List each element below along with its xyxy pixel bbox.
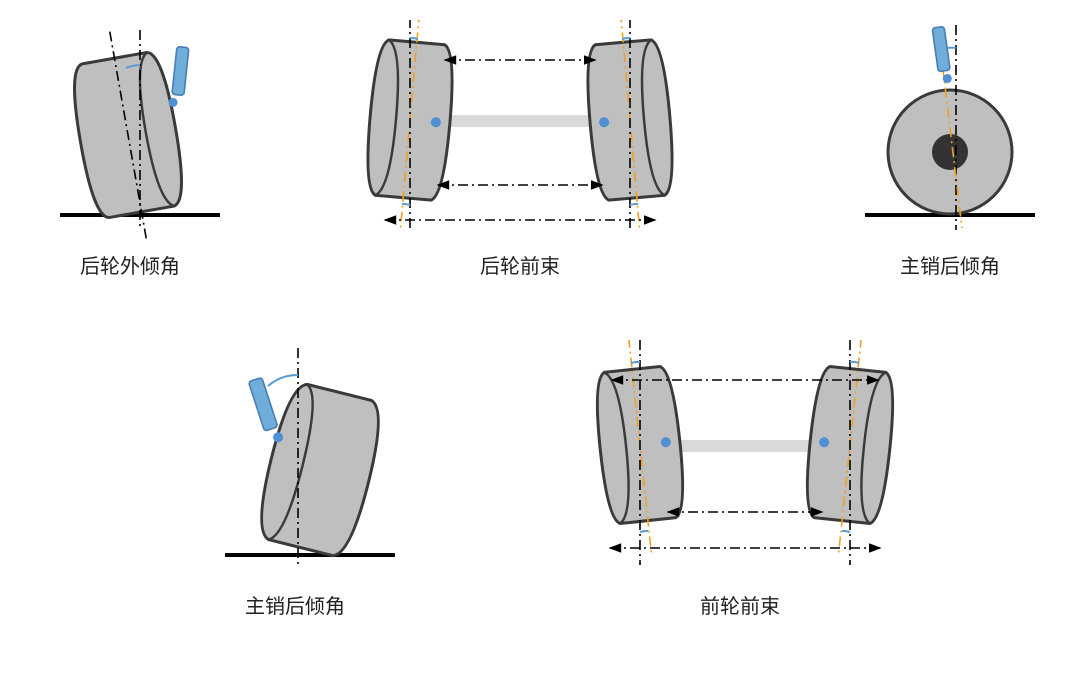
caption-caster: 主销后倾角 xyxy=(850,250,1050,279)
arc-tl xyxy=(410,38,418,39)
arc-tr xyxy=(622,38,630,39)
kpi-svg xyxy=(170,340,410,580)
panel-caster xyxy=(850,20,1050,240)
caster-svg xyxy=(850,20,1050,240)
axle xyxy=(435,115,605,127)
rear-camber-svg xyxy=(40,20,240,240)
rear-camber-wheel xyxy=(62,23,193,240)
strut xyxy=(932,26,952,84)
strut xyxy=(168,46,189,108)
panel-rear-toe xyxy=(340,20,700,240)
arc-br xyxy=(630,204,638,205)
arc-bl xyxy=(402,204,410,205)
panel-rear-camber xyxy=(40,20,240,240)
caption-rear-camber: 后轮外倾角 xyxy=(30,250,230,279)
rear-toe-svg xyxy=(340,20,700,240)
hub xyxy=(932,134,968,170)
arc-tr xyxy=(850,362,859,363)
arc-tl xyxy=(631,362,640,363)
panel-front-toe xyxy=(560,340,940,580)
caption-rear-toe: 后轮前束 xyxy=(420,250,620,279)
arc-br xyxy=(842,531,850,532)
angle-arc xyxy=(268,375,298,386)
caption-front-toe: 前轮前束 xyxy=(640,590,840,619)
front-toe-svg xyxy=(560,340,940,580)
axle xyxy=(660,440,830,452)
panel-kpi xyxy=(170,340,410,580)
caption-kpi: 主销后倾角 xyxy=(195,590,395,619)
kpi-wheel xyxy=(252,380,388,559)
arc-bl xyxy=(640,531,648,532)
